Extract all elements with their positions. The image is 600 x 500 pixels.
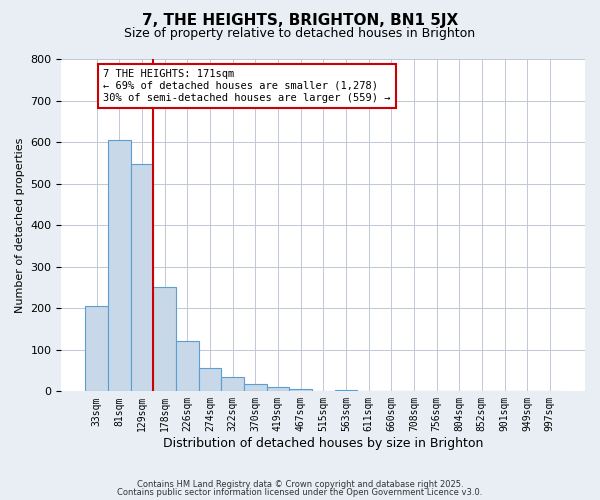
Text: 7 THE HEIGHTS: 171sqm
← 69% of detached houses are smaller (1,278)
30% of semi-d: 7 THE HEIGHTS: 171sqm ← 69% of detached … — [103, 70, 391, 102]
Bar — [266, 387, 289, 392]
Bar — [153, 286, 176, 392]
Text: Size of property relative to detached houses in Brighton: Size of property relative to detached ho… — [124, 28, 476, 40]
X-axis label: Distribution of detached houses by size in Brighton: Distribution of detached houses by size … — [163, 437, 484, 450]
Text: 7, THE HEIGHTS, BRIGHTON, BN1 5JX: 7, THE HEIGHTS, BRIGHTON, BN1 5JX — [142, 12, 458, 28]
Text: Contains HM Land Registry data © Crown copyright and database right 2025.: Contains HM Land Registry data © Crown c… — [137, 480, 463, 489]
Bar — [176, 340, 199, 392]
Bar — [335, 390, 357, 392]
Bar — [131, 164, 153, 392]
Bar — [244, 384, 266, 392]
Bar — [85, 306, 108, 392]
Bar — [108, 140, 131, 392]
Y-axis label: Number of detached properties: Number of detached properties — [15, 138, 25, 313]
Text: Contains public sector information licensed under the Open Government Licence v3: Contains public sector information licen… — [118, 488, 482, 497]
Bar — [289, 390, 312, 392]
Bar — [199, 368, 221, 392]
Bar — [221, 377, 244, 392]
